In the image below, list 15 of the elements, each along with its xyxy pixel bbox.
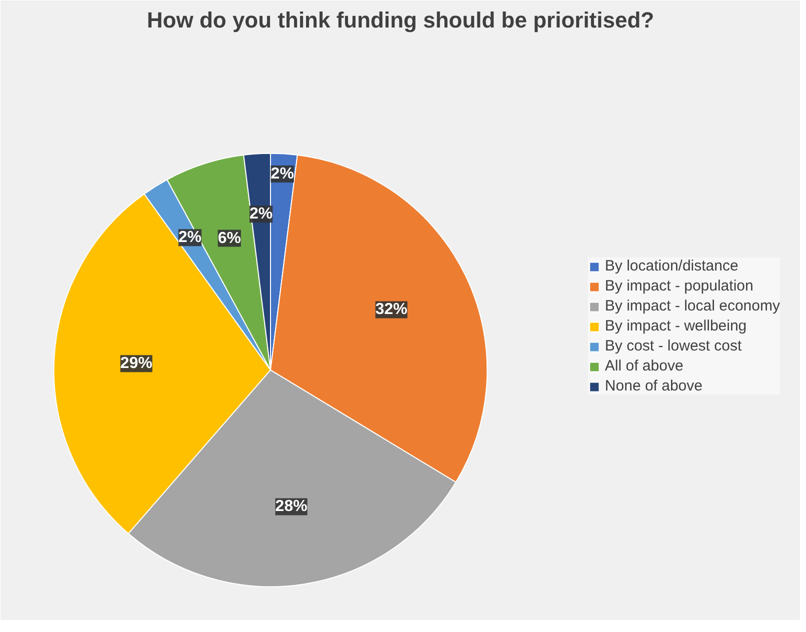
data-label: 28% xyxy=(275,498,308,516)
legend-label: All of above xyxy=(604,358,684,374)
legend-label: By impact - wellbeing xyxy=(604,318,747,334)
data-label: 2% xyxy=(178,229,202,246)
data-label: 32% xyxy=(375,301,408,318)
legend-label: By impact - population xyxy=(604,278,754,294)
data-label: 29% xyxy=(120,355,152,372)
legend-label: None of above xyxy=(604,378,702,394)
legend-label: By location/distance xyxy=(604,258,738,274)
chart-title: How do you think funding should be prioritised? xyxy=(146,8,654,32)
legend-label: By cost - lowest cost xyxy=(604,338,742,354)
legend-label: By impact - local economy xyxy=(604,298,780,314)
data-label: 2% xyxy=(270,166,294,183)
data-label: 2% xyxy=(250,206,273,223)
data-label: 6% xyxy=(218,230,241,247)
